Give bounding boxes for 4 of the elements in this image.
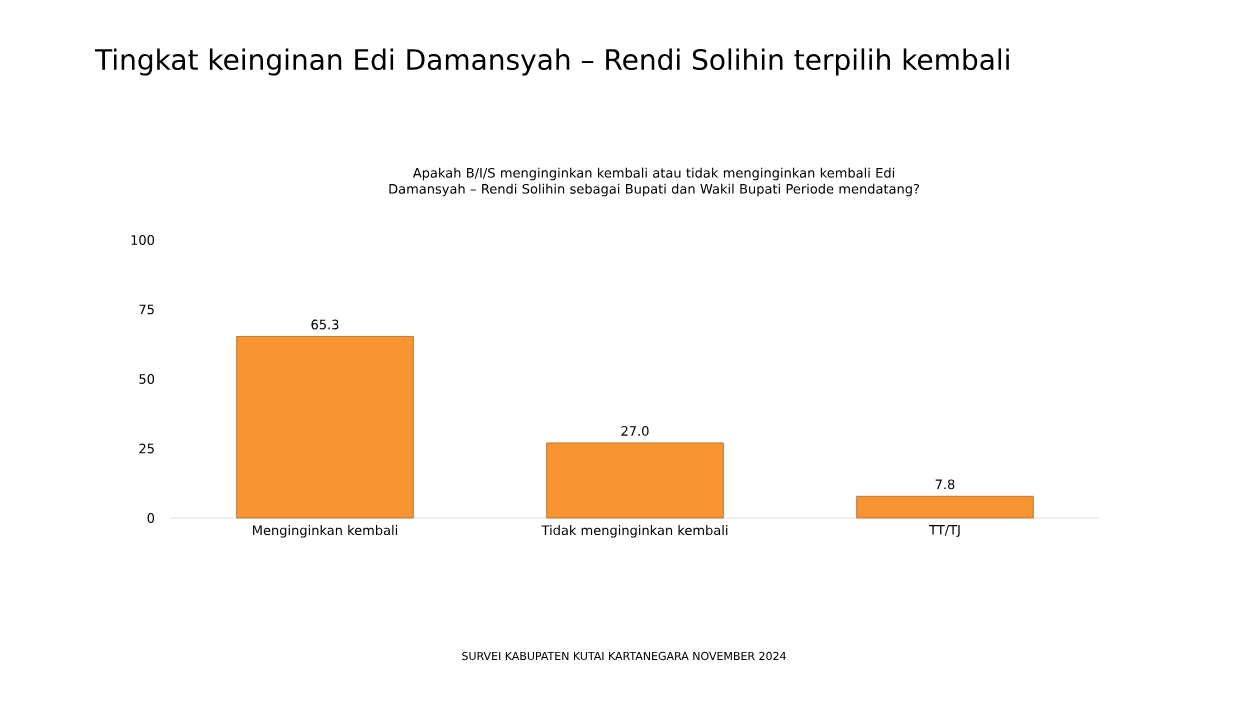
bar [856, 495, 1034, 519]
bar [546, 442, 724, 519]
chart-title: Tingkat keinginan Edi Damansyah – Rendi Solihin terpilih kembali [94, 48, 1009, 76]
bar [236, 336, 414, 519]
